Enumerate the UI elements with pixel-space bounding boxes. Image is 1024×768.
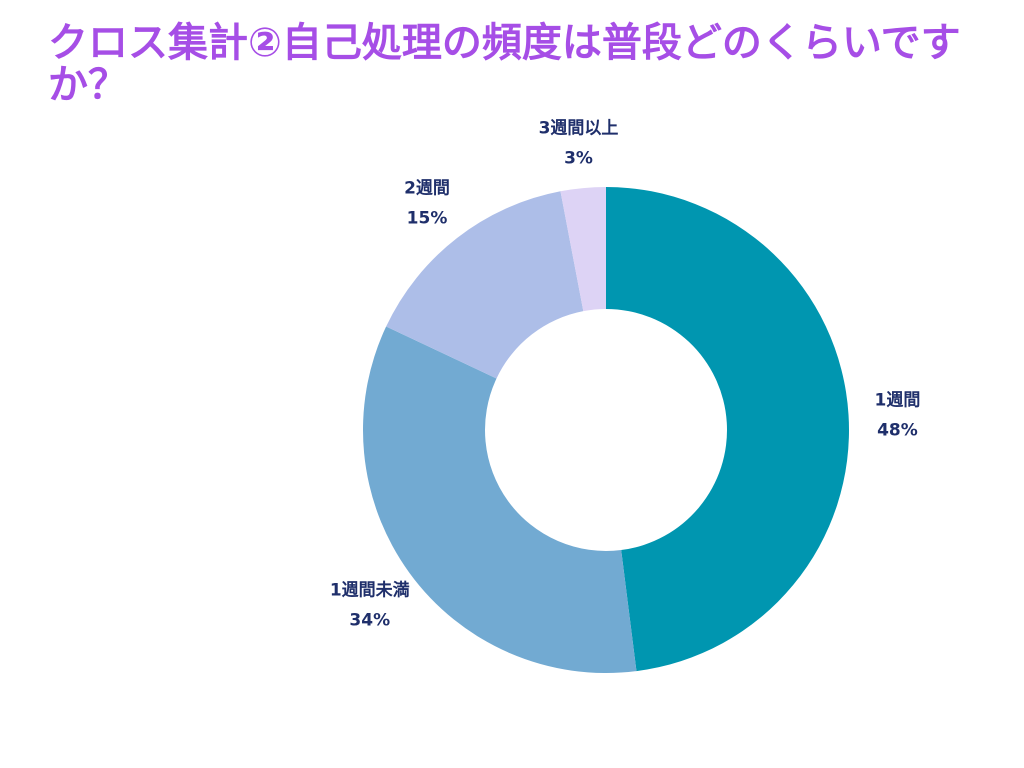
- slice-category-label: 2週間: [404, 178, 450, 198]
- donut-slice-1: [606, 187, 850, 672]
- slice-value-label: 15%: [407, 208, 448, 228]
- slice-category-label: 1週間未満: [330, 580, 410, 601]
- slice-value-label: 48%: [877, 421, 918, 441]
- donut-slice-2: [362, 326, 637, 673]
- donut-slice-3: [386, 191, 584, 379]
- slice-category-label: 3週間以上: [539, 118, 619, 138]
- donut-slice-4: [560, 187, 606, 312]
- chart-title: クロス集計②自己処理の頻度は普段どのくらいですか？: [48, 20, 961, 108]
- slice-category-label: 1週間: [875, 391, 921, 411]
- slice-value-label: 34%: [349, 611, 390, 631]
- slice-value-label: 3%: [564, 148, 593, 168]
